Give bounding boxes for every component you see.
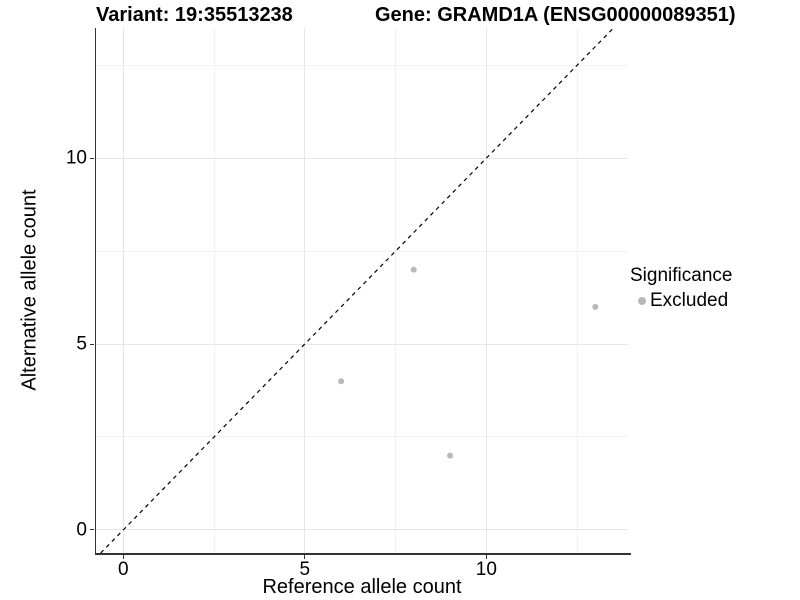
y-tick-label: 5 <box>76 333 87 355</box>
gridline-major-y <box>96 343 628 345</box>
y-tick-mark <box>90 343 94 345</box>
x-axis-line <box>94 553 631 555</box>
gridline-major-x <box>122 28 124 553</box>
plot-panel <box>96 28 628 553</box>
legend-item-excluded: Excluded <box>638 289 732 312</box>
data-point <box>410 266 417 273</box>
x-tick-mark <box>122 554 124 559</box>
data-point <box>447 452 454 459</box>
gridline-minor-x <box>576 28 578 553</box>
y-tick-mark <box>90 157 94 159</box>
x-tick-mark <box>304 554 306 559</box>
y-tick-mark <box>90 529 94 531</box>
gridline-major-x <box>485 28 487 553</box>
gridline-minor-y <box>96 64 628 66</box>
x-axis-title: Reference allele count <box>262 576 462 598</box>
x-tick-label: 5 <box>299 559 311 580</box>
y-axis-title: Alternative allele count <box>18 189 41 391</box>
x-tick-label: 0 <box>117 559 129 580</box>
gridline-minor-y <box>96 436 628 438</box>
y-tick-label: 10 <box>65 147 87 169</box>
gene-title: Gene: GRAMD1A (ENSG00000089351) <box>375 4 736 26</box>
legend: Significance Excluded <box>630 264 732 312</box>
gridline-minor-x <box>395 28 397 553</box>
identity-dashed-line <box>100 28 614 553</box>
x-tick-label: 10 <box>475 559 497 580</box>
y-tick-label: 0 <box>76 519 87 541</box>
y-axis-line <box>94 28 96 555</box>
variant-title: Variant: 19:35513238 <box>96 4 293 26</box>
chart-canvas <box>100 28 614 553</box>
legend-point-icon <box>638 296 646 305</box>
legend-title: Significance <box>630 265 733 286</box>
x-tick-mark <box>485 554 487 559</box>
data-point <box>338 378 345 385</box>
gridline-major-y <box>96 529 628 531</box>
gridline-minor-x <box>213 28 215 553</box>
gridline-major-y <box>96 157 628 159</box>
data-point <box>592 303 599 310</box>
gridline-major-x <box>304 28 306 553</box>
legend-item-label: Excluded <box>650 290 729 311</box>
gridline-minor-y <box>96 250 628 252</box>
